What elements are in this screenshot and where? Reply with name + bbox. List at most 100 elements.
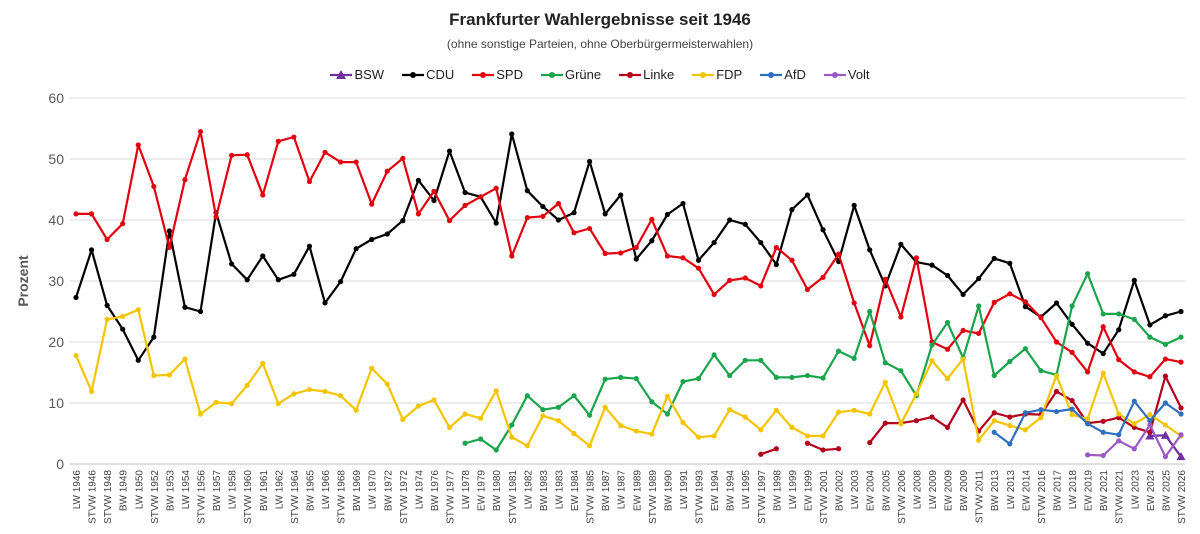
- data-point-fdp: [260, 360, 266, 366]
- x-tick-label: STVW 1977: [446, 470, 457, 524]
- data-point-linke: [1100, 418, 1106, 424]
- series-line-gr-ne: [464, 272, 1182, 452]
- data-point-linke: [991, 410, 997, 416]
- legend-item-fdp: FDP: [692, 67, 742, 82]
- data-point-fdp: [711, 433, 717, 439]
- data-point-gr-ne: [836, 348, 842, 354]
- data-point-fdp: [88, 388, 95, 395]
- data-point-cdu: [633, 256, 639, 262]
- data-point-linke: [1147, 429, 1153, 435]
- x-tick-label: BW 1983: [539, 470, 550, 512]
- data-point-cdu: [540, 203, 546, 210]
- data-point-spd: [166, 244, 172, 251]
- x-tick-label: STVW 1956: [197, 470, 208, 524]
- data-point-fdp: [758, 427, 764, 433]
- data-point-fdp: [649, 431, 655, 437]
- data-point-fdp: [415, 403, 421, 409]
- data-point-volt: [1147, 422, 1153, 428]
- data-point-spd: [493, 185, 499, 191]
- data-point-volt: [1131, 446, 1137, 452]
- data-point-cdu: [991, 255, 997, 262]
- data-point-gr-ne: [727, 372, 733, 379]
- x-tick-label: LW 1950: [134, 470, 145, 510]
- data-point-linke: [1053, 388, 1060, 395]
- data-point-spd: [182, 177, 188, 183]
- x-tick-label: EW 2004: [866, 470, 877, 512]
- data-point-spd: [353, 159, 359, 165]
- x-tick-label: LW 1946: [72, 470, 83, 510]
- x-tick-label: STVW 1993: [695, 470, 706, 524]
- data-point-spd: [804, 286, 811, 293]
- data-point-fdp: [664, 393, 671, 399]
- data-point-fdp: [244, 382, 250, 388]
- data-point-spd: [229, 152, 235, 158]
- data-point-gr-ne: [1162, 341, 1169, 348]
- data-point-linke: [944, 424, 951, 430]
- data-point-gr-ne: [649, 399, 655, 405]
- data-point-spd: [197, 128, 204, 135]
- data-point-spd: [867, 343, 873, 349]
- data-point-linke: [820, 447, 826, 453]
- data-point-cdu: [680, 200, 686, 207]
- data-point-cdu: [135, 357, 141, 363]
- data-point-linke: [1178, 405, 1184, 411]
- data-point-cdu: [369, 236, 375, 243]
- x-tick-label: LW 1982: [523, 470, 534, 510]
- legend-item-volt: Volt: [823, 67, 870, 82]
- data-point-cdu: [88, 247, 95, 253]
- data-point-fdp: [306, 386, 313, 393]
- data-point-fdp: [166, 372, 172, 378]
- data-point-cdu: [944, 272, 951, 279]
- data-point-gr-ne: [602, 376, 608, 382]
- x-tick-label: BW 2013: [990, 470, 1001, 512]
- data-point-fdp: [291, 391, 297, 397]
- data-point-gr-ne: [1085, 271, 1091, 277]
- data-point-gr-ne: [1116, 311, 1122, 317]
- x-tick-label: BW 1972: [383, 470, 394, 512]
- data-point-spd: [1038, 315, 1044, 321]
- data-point-volt: [1100, 452, 1106, 459]
- data-point-cdu: [306, 243, 313, 249]
- data-point-cdu: [1131, 277, 1137, 283]
- data-point-spd: [260, 192, 266, 198]
- data-point-linke: [758, 451, 764, 457]
- x-tick-label: BW 1957: [212, 470, 223, 512]
- data-point-gr-ne: [882, 360, 888, 366]
- x-tick-label: BW 2005: [881, 470, 892, 512]
- data-point-fdp: [384, 381, 390, 387]
- data-point-linke: [913, 418, 920, 424]
- data-point-fdp: [742, 414, 748, 420]
- data-point-spd: [851, 300, 857, 306]
- data-point-spd: [135, 142, 141, 148]
- data-point-spd: [976, 330, 982, 337]
- data-point-fdp: [789, 424, 795, 430]
- data-point-cdu: [1053, 300, 1060, 306]
- x-tick-label: BW 1969: [352, 470, 363, 512]
- legend-item-gr-ne: Grüne: [540, 67, 601, 82]
- x-tick-label: EW 2019: [1084, 470, 1095, 512]
- data-point-fdp: [882, 379, 888, 385]
- data-point-volt: [1178, 432, 1184, 438]
- data-point-cdu: [976, 275, 982, 282]
- legend-label: Volt: [847, 67, 870, 82]
- legend-item-afd: AfD: [760, 67, 806, 82]
- data-point-spd: [571, 230, 577, 236]
- data-point-spd: [649, 216, 655, 222]
- data-point-cdu: [804, 192, 811, 198]
- data-point-cdu: [773, 261, 779, 268]
- data-point-gr-ne: [1022, 346, 1028, 352]
- data-point-gr-ne: [820, 375, 826, 381]
- data-point-fdp: [1100, 370, 1106, 376]
- data-point-gr-ne: [555, 404, 562, 410]
- series-line-cdu: [74, 132, 1182, 362]
- data-point-spd: [680, 255, 686, 261]
- x-tick-label: LW 1970: [368, 470, 379, 510]
- data-point-fdp: [369, 365, 375, 371]
- data-point-fdp: [929, 358, 935, 364]
- x-tick-label: STVW 2011: [975, 470, 986, 524]
- x-tick-label: BW 1980: [492, 470, 503, 512]
- data-point-fdp: [1116, 411, 1122, 417]
- data-point-gr-ne: [586, 412, 593, 418]
- x-tick-label: LW 2023: [1130, 470, 1141, 510]
